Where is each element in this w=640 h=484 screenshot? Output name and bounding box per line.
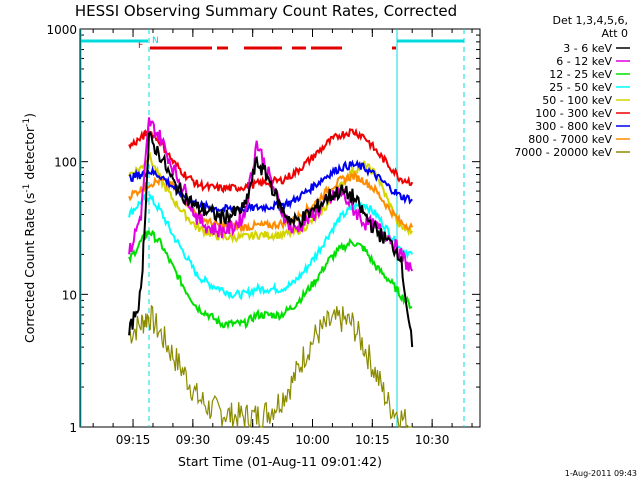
y-label-part3: ) (22, 113, 37, 118)
plot-frame (79, 28, 481, 428)
series-line-green (128, 229, 413, 330)
series-line-olive (128, 304, 413, 429)
series-line-red (128, 127, 414, 194)
series-line-black (128, 131, 414, 348)
legend-label: 7000 - 20000 keV (514, 146, 612, 159)
y-label-sup2: -1 (22, 118, 32, 127)
flag-f-label: F (138, 41, 143, 51)
flag-lines (80, 29, 465, 427)
legend-label: 3 - 6 keV (563, 42, 612, 55)
y-tick-label: 100 (54, 156, 77, 170)
axis-ticks: 09:15 09:30 09:45 10:00 10:15 10:30 1 10 100 1000 (46, 23, 480, 447)
chart-title: HESSI Observing Summary Count Rates, Cor… (75, 2, 457, 20)
legend-header-line1: Det 1,3,4,5,6, (552, 14, 628, 27)
legend-label: 6 - 12 keV (556, 55, 612, 68)
x-axis-label: Start Time (01-Aug-11 09:01:42) (178, 454, 382, 469)
legend-label: 800 - 7000 keV (528, 133, 612, 146)
y-tick-label: 1000 (46, 23, 77, 37)
series-group (128, 117, 414, 429)
footer-date: 1-Aug-2011 09:43 (565, 469, 637, 478)
series-line-yellow (128, 151, 414, 244)
legend-label: 50 - 100 keV (542, 94, 612, 107)
x-tick-label: 10:30 (415, 433, 450, 447)
legend-label: 300 - 800 keV (535, 120, 612, 133)
legend-label: 25 - 50 keV (549, 81, 612, 94)
y-label-part1: Corrected Count Rate (s (22, 193, 37, 343)
series-line-orange (128, 171, 414, 234)
x-tick-label: 10:00 (295, 433, 330, 447)
series-line-blue (129, 159, 413, 215)
y-label-part2: detector (22, 126, 37, 184)
y-axis-label: Corrected Count Rate (s-1 detector-1) (22, 113, 37, 343)
x-tick-label: 09:45 (235, 433, 270, 447)
legend-label: 100 - 300 keV (535, 107, 612, 120)
x-tick-label: 09:30 (176, 433, 211, 447)
series-line-cyan (128, 193, 414, 301)
x-tick-label: 09:15 (116, 433, 151, 447)
y-label-sup1: -1 (22, 184, 32, 193)
flag-n-label: N (152, 36, 159, 46)
y-tick-label: 10 (62, 288, 77, 302)
legend-label: 12 - 25 keV (549, 68, 612, 81)
y-tick-label: 1 (69, 421, 77, 435)
legend-header-line2: Att 0 (602, 27, 628, 40)
x-tick-label: 10:15 (355, 433, 390, 447)
